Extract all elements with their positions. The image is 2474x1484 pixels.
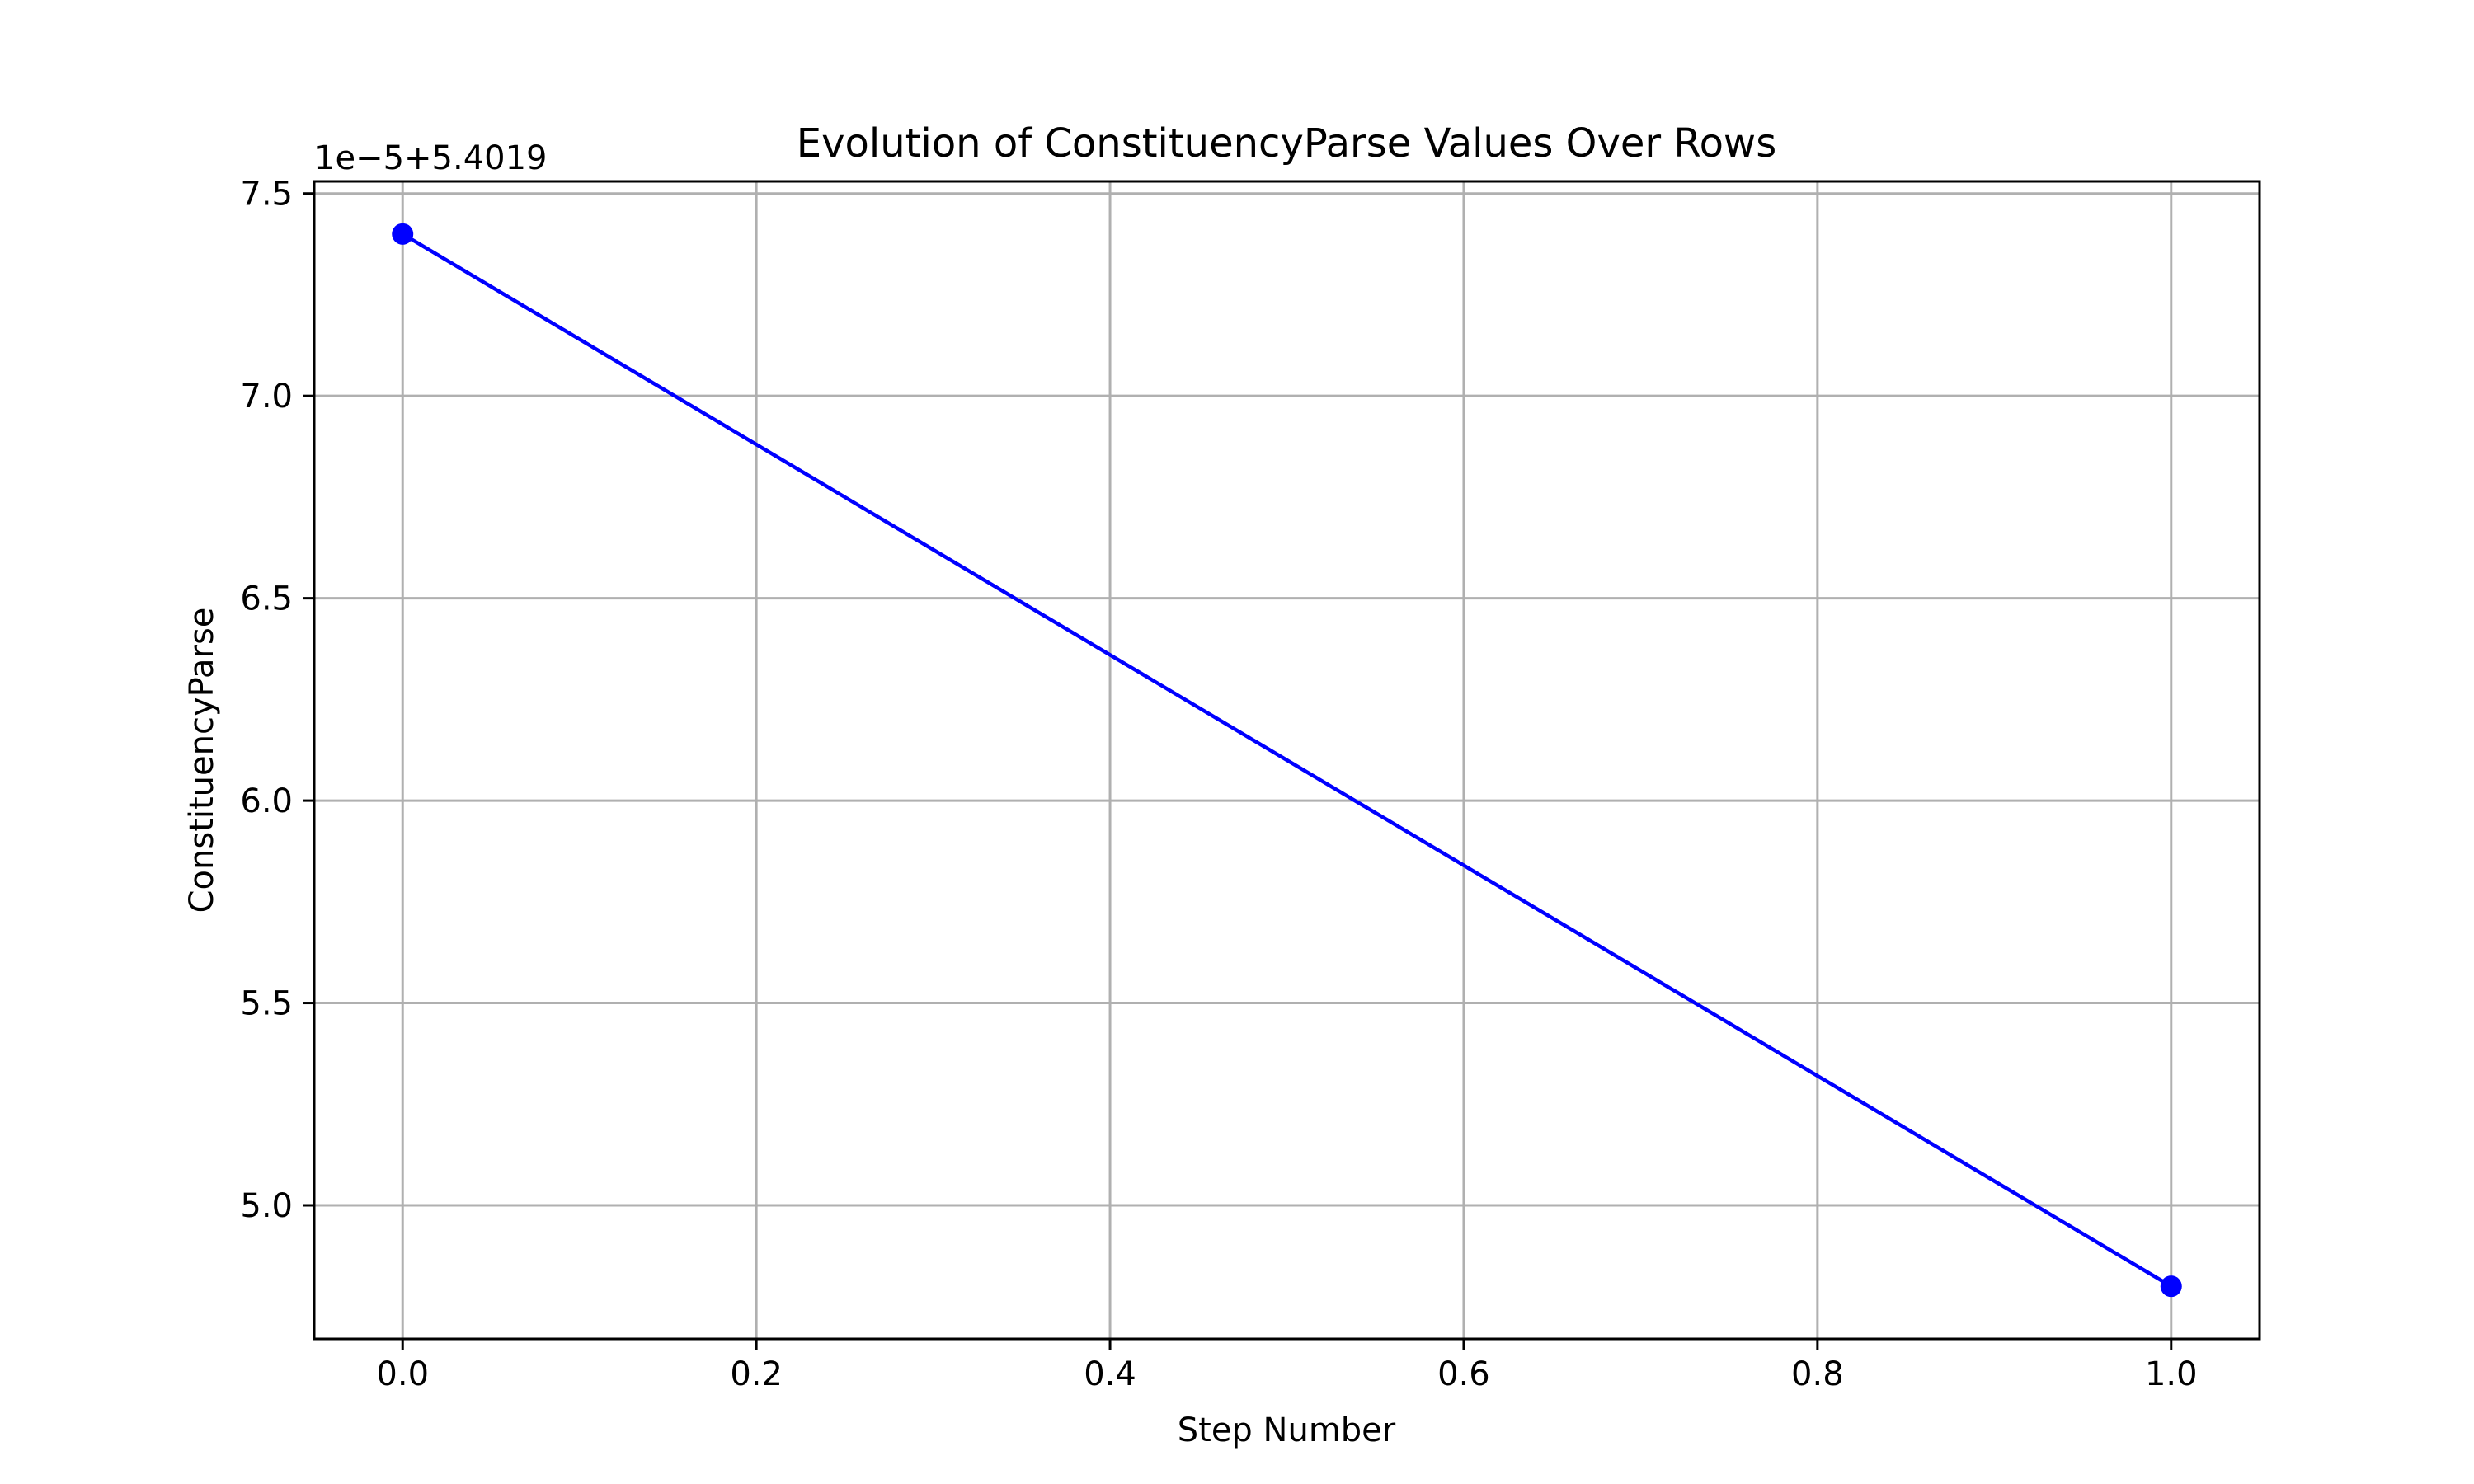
- y-tick-label: 6.0: [240, 782, 293, 820]
- y-tick-label: 5.0: [240, 1187, 293, 1225]
- data-point: [392, 223, 414, 245]
- series-line: [402, 232, 2172, 1289]
- x-tick-label: 0.4: [1084, 1355, 1136, 1393]
- x-tick-label: 1.0: [2145, 1355, 2198, 1393]
- x-tick-label: 0.0: [376, 1355, 429, 1393]
- y-axis-offset-label: 1e−5+5.4019: [314, 139, 548, 177]
- y-axis-title: ConstituencyParse: [183, 608, 221, 913]
- y-tick-label: 7.5: [240, 176, 293, 214]
- y-tick-label: 5.5: [240, 985, 293, 1023]
- chart-title: Evolution of ConstituencyParse Values Ov…: [797, 120, 1776, 167]
- y-tick-label: 7.0: [240, 378, 293, 416]
- x-axis-title: Step Number: [1178, 1411, 1396, 1449]
- series-layer: [392, 223, 2182, 1298]
- ticks: 0.0 0.2 0.4 0.6 0.8 1.0 5.0 5.5 6.0 6.5 7.0 7.5: [240, 176, 2197, 1393]
- y-tick-label: 6.5: [240, 580, 293, 618]
- x-tick-label: 0.6: [1437, 1355, 1490, 1393]
- data-point: [2160, 1275, 2182, 1298]
- x-tick-label: 0.2: [730, 1355, 783, 1393]
- x-tick-label: 0.8: [1791, 1355, 1844, 1393]
- plot-frame: [313, 180, 2261, 1341]
- grid: [314, 181, 2260, 1339]
